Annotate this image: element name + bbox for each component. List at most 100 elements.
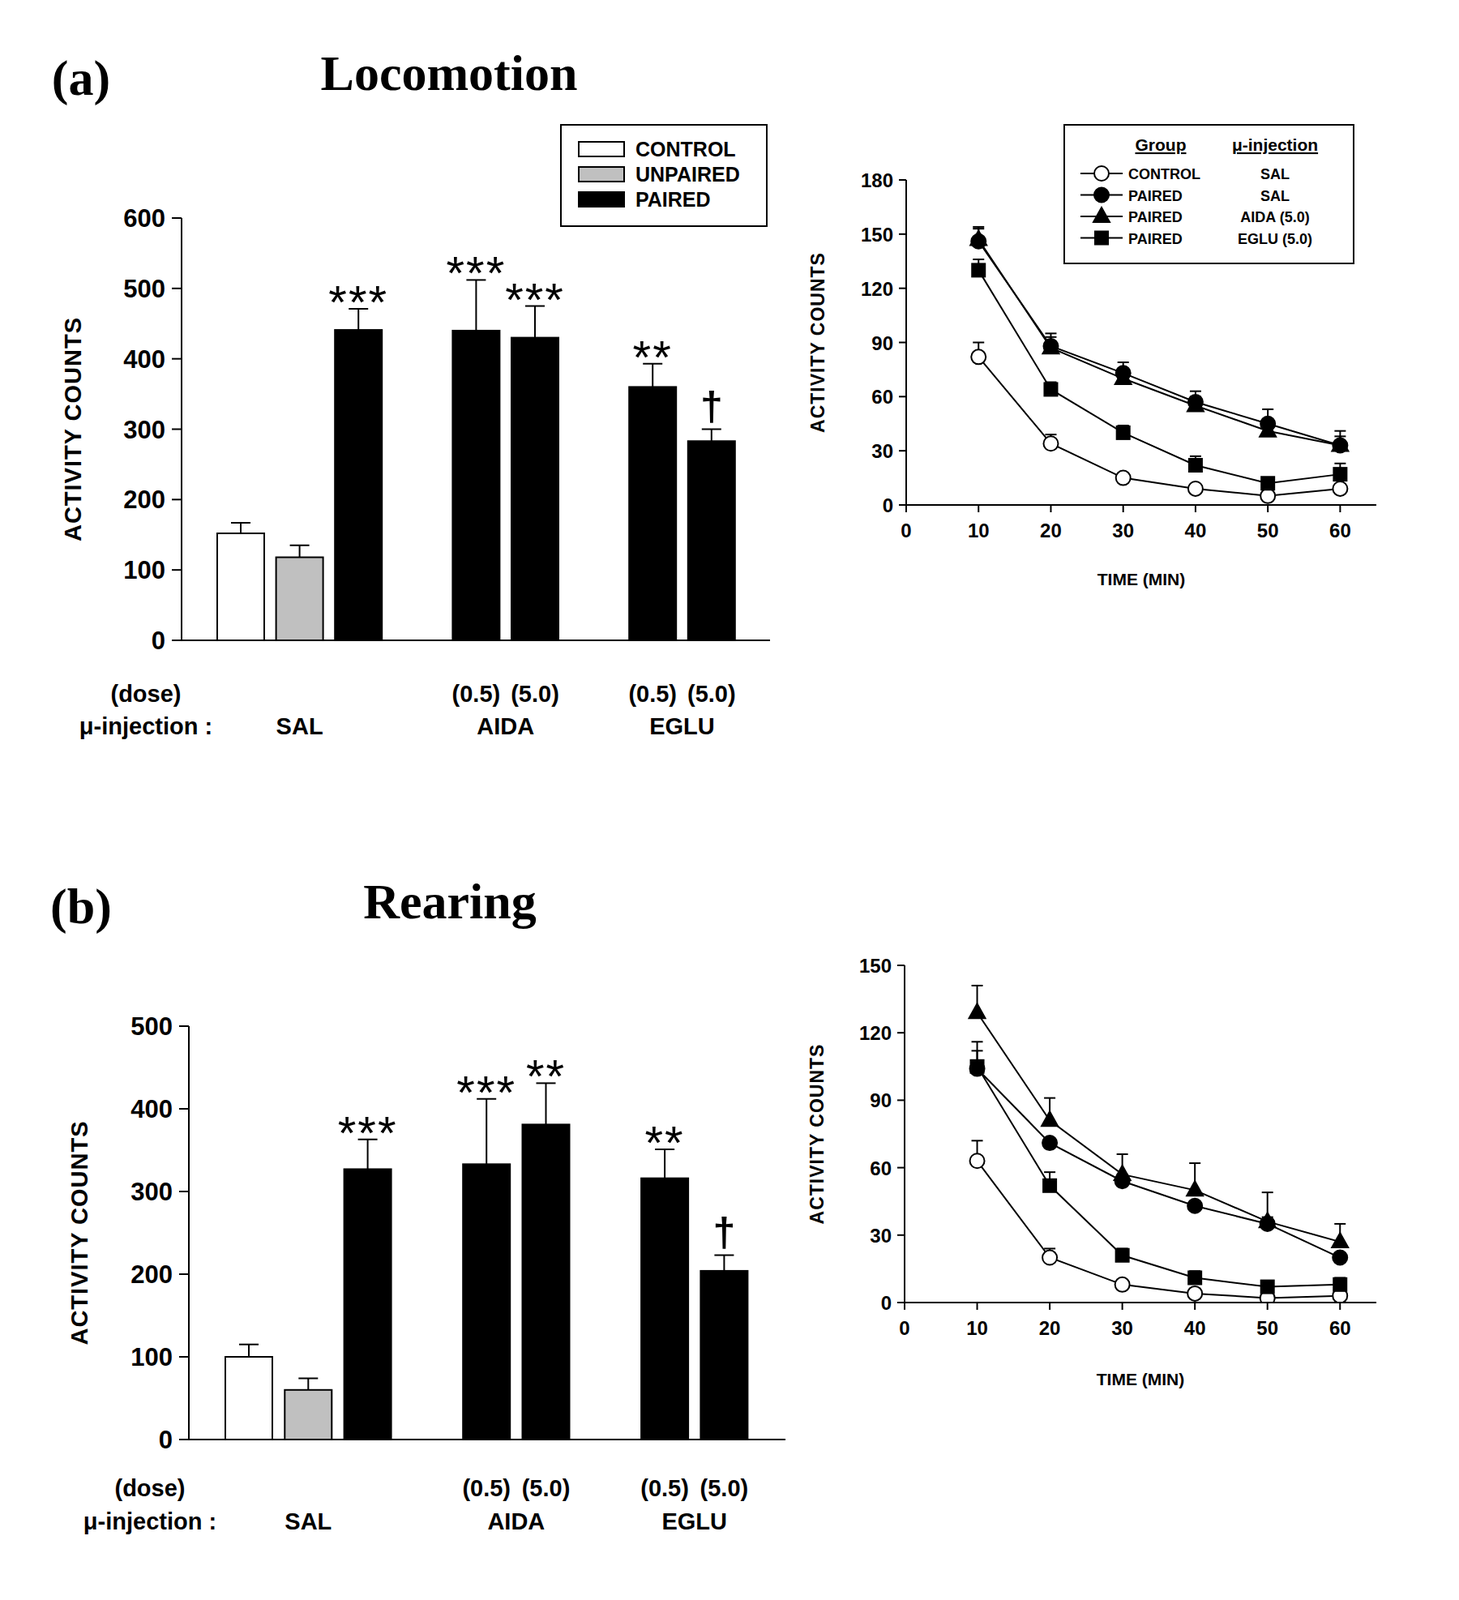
y-tick <box>897 1301 905 1304</box>
significance: *** <box>504 273 565 326</box>
point <box>971 263 985 277</box>
point <box>1332 481 1348 497</box>
group-row-label: μ-injection : <box>79 713 213 740</box>
y-tick-label: 180 <box>860 169 894 192</box>
point <box>1187 396 1204 411</box>
x-tick <box>1122 504 1125 513</box>
point <box>1332 1250 1348 1266</box>
y-tick-label: 120 <box>860 278 894 300</box>
x-tick-label: 40 <box>1185 519 1207 542</box>
y-tick <box>898 395 907 398</box>
point <box>1043 382 1057 396</box>
error-cap <box>972 226 985 228</box>
y-tick <box>898 179 907 181</box>
y-axis-label: ACTIVITY COUNTS <box>807 252 829 433</box>
point <box>971 1060 985 1074</box>
legend-header: μ-injection <box>1232 135 1318 155</box>
error-cap <box>1043 1247 1056 1250</box>
group-label: AIDA <box>476 713 535 740</box>
series-line <box>978 356 1340 497</box>
y-tick <box>179 1273 189 1276</box>
chart-title: Locomotion <box>320 45 578 101</box>
legend-box <box>560 124 767 227</box>
x-tick <box>1193 1302 1196 1310</box>
y-tick-label: 600 <box>123 204 166 233</box>
point <box>1043 338 1058 354</box>
series-line <box>977 1069 1341 1258</box>
legend: CONTROLUNPAIREDPAIRED <box>560 124 767 227</box>
point <box>1115 1277 1130 1293</box>
significance: *** <box>456 1065 517 1119</box>
legend-marker <box>1094 166 1109 181</box>
point <box>1041 1111 1058 1126</box>
x-tick <box>1266 504 1269 513</box>
point <box>1261 476 1275 490</box>
legend-injection: SAL <box>1260 188 1290 205</box>
x-tick-label: 50 <box>1256 1317 1279 1340</box>
bar <box>217 533 265 641</box>
point <box>970 231 987 246</box>
x-axis-label: TIME (MIN) <box>1096 1369 1185 1389</box>
error-cap <box>1189 455 1202 458</box>
point <box>1331 1232 1348 1248</box>
y-tick <box>897 1031 905 1034</box>
legend-marker <box>1093 207 1110 223</box>
bar <box>452 330 500 641</box>
error-bar <box>298 1378 318 1391</box>
x-tick-label: 10 <box>967 519 990 542</box>
point <box>1042 1250 1057 1266</box>
y-tick-label: 400 <box>130 1095 173 1124</box>
y-tick <box>897 1099 905 1101</box>
point <box>970 1153 985 1169</box>
y-tick <box>179 1438 189 1441</box>
x-tick <box>1194 504 1197 513</box>
error-cap <box>714 1254 734 1257</box>
bar <box>344 1168 392 1440</box>
bar <box>700 1270 748 1440</box>
y-tick-label: 120 <box>859 1022 892 1044</box>
x-tick-label: (5.0) <box>510 680 560 707</box>
y-tick-label: 400 <box>123 345 166 374</box>
x-tick-label: 20 <box>1039 519 1062 542</box>
legend-marker <box>1094 188 1109 203</box>
bar <box>276 557 324 641</box>
chart-title: Rearing <box>363 873 537 929</box>
error-cap <box>1043 1097 1056 1100</box>
x-tick-label: (5.0) <box>700 1475 749 1502</box>
x-tick-label: 30 <box>1111 1317 1134 1340</box>
y-tick <box>179 1108 189 1110</box>
point <box>1331 436 1348 451</box>
point <box>1115 369 1132 385</box>
y-tick-label: 90 <box>869 1089 892 1112</box>
panel-label: (a) <box>51 50 111 107</box>
y-tick <box>171 498 182 501</box>
error-cap <box>1334 462 1346 465</box>
error-cap <box>1262 408 1274 411</box>
x-tick-label: 60 <box>1329 1317 1352 1340</box>
legend-injection: SAL <box>1260 166 1290 183</box>
point <box>1261 1280 1275 1294</box>
y-tick <box>898 233 907 236</box>
point <box>1186 1180 1203 1196</box>
y-tick-label: 500 <box>123 274 166 304</box>
error-cap <box>971 984 984 987</box>
x-tick <box>1049 504 1052 513</box>
series-line <box>978 241 1340 446</box>
y-tick-label: 0 <box>151 626 166 655</box>
error-stem <box>239 522 242 534</box>
x-tick-label: (5.0) <box>687 680 736 707</box>
y-axis <box>903 965 906 1303</box>
y-tick-label: 100 <box>130 1343 173 1372</box>
error-cap <box>290 544 310 547</box>
legend-label: PAIRED <box>1128 231 1183 248</box>
error-cap <box>972 258 985 261</box>
y-tick-label: 300 <box>130 1177 173 1207</box>
point <box>1188 481 1203 497</box>
error-stem <box>723 1255 725 1271</box>
error-stem <box>710 429 713 442</box>
point <box>1333 1278 1347 1292</box>
legend: Groupμ-injectionCONTROLSALPAIREDSALPAIRE… <box>1064 124 1354 264</box>
error-stem <box>248 1344 250 1357</box>
x-tick-label: 60 <box>1329 519 1352 542</box>
bar <box>522 1124 570 1440</box>
